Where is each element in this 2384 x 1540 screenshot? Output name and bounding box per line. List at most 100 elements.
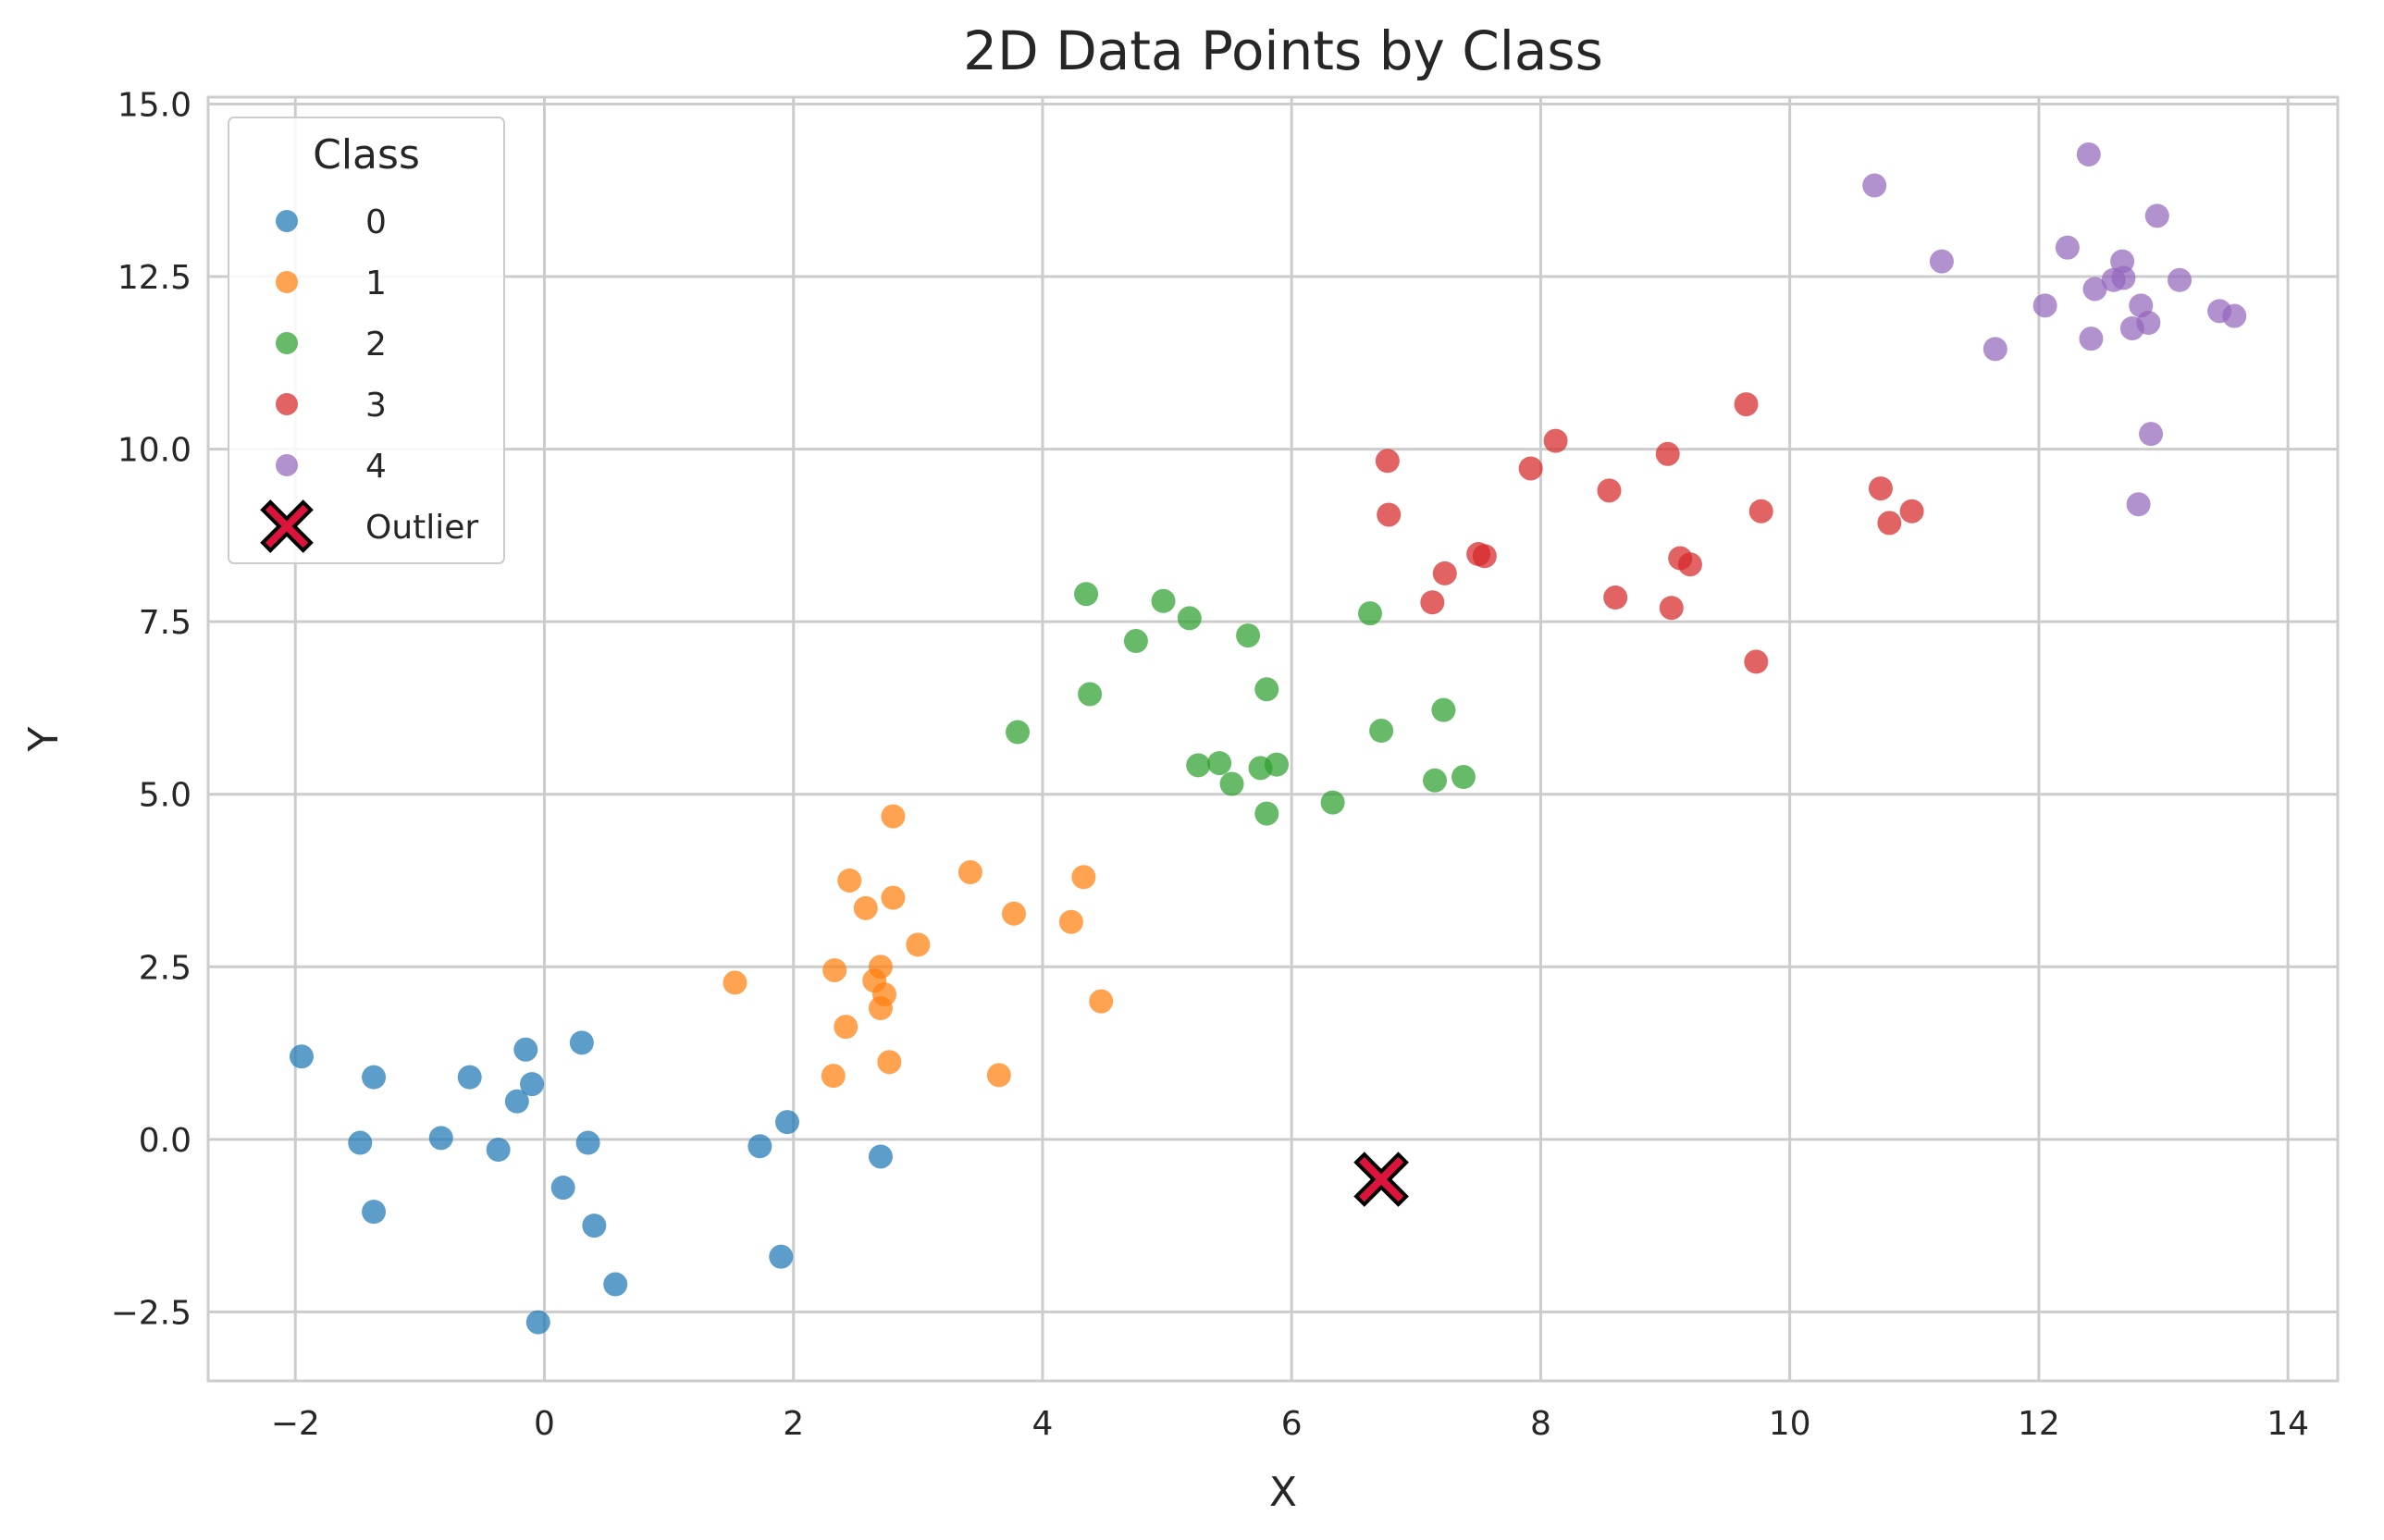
- data-point: [906, 932, 931, 957]
- data-point: [1543, 428, 1568, 453]
- data-point: [457, 1065, 482, 1090]
- legend-item-3: 3: [276, 387, 387, 425]
- data-point: [853, 895, 878, 920]
- y-tick-label: 10.0: [117, 432, 191, 470]
- legend: Class 0 1 2 3 4 Outlier: [228, 117, 505, 564]
- data-point: [747, 1134, 772, 1159]
- data-point: [881, 885, 906, 910]
- legend-item-0: 0: [276, 203, 387, 241]
- legend-title: Class: [313, 131, 420, 179]
- data-point: [822, 957, 847, 982]
- data-point: [2144, 203, 2169, 228]
- data-point: [868, 1144, 893, 1169]
- series-2: [1006, 582, 1476, 826]
- data-point: [868, 955, 893, 979]
- legend-label: 1: [365, 265, 387, 302]
- x-tick-label: −2: [271, 1405, 320, 1443]
- outlier-point: [1353, 1152, 1409, 1207]
- legend-item-1: 1: [276, 265, 387, 302]
- data-point: [1358, 601, 1383, 626]
- data-point: [723, 970, 747, 995]
- data-point: [289, 1044, 314, 1069]
- data-point: [1983, 337, 2007, 362]
- legend-label: 2: [365, 326, 387, 363]
- data-point: [2222, 303, 2247, 328]
- data-point: [1254, 677, 1279, 702]
- series-1: [723, 804, 1114, 1089]
- chart-title: 2D Data Points by Class: [963, 19, 1603, 82]
- legend-marker: [276, 393, 298, 415]
- legend-label: 3: [365, 387, 387, 425]
- data-point: [1432, 561, 1457, 585]
- x-tick-label: 0: [534, 1405, 555, 1443]
- data-point: [2139, 422, 2164, 447]
- data-point: [1451, 765, 1476, 790]
- legend-box: [228, 117, 505, 564]
- data-point: [2079, 326, 2104, 351]
- data-point: [837, 868, 862, 893]
- y-tick-label: −2.5: [111, 1294, 191, 1332]
- data-point: [2082, 277, 2107, 302]
- data-point: [1862, 173, 1887, 198]
- data-point: [774, 1110, 799, 1135]
- data-point: [1001, 901, 1026, 926]
- data-point: [1177, 606, 1202, 631]
- data-point: [769, 1244, 794, 1269]
- data-point: [1074, 582, 1099, 607]
- data-point: [1420, 590, 1445, 615]
- data-point: [1472, 544, 1497, 569]
- data-point: [1655, 441, 1680, 466]
- data-point: [603, 1272, 628, 1297]
- data-point: [881, 804, 906, 829]
- data-point: [1597, 478, 1622, 503]
- data-point: [1236, 623, 1261, 648]
- y-tick-label: 15.0: [117, 86, 191, 124]
- data-point: [1377, 502, 1402, 527]
- legend-item-2: 2: [276, 326, 387, 363]
- legend-label: 4: [365, 448, 387, 486]
- data-point: [348, 1130, 373, 1155]
- outlier-layer: [1353, 1152, 1409, 1207]
- data-point: [362, 1200, 387, 1225]
- data-point: [525, 1310, 550, 1335]
- y-tick-label: 2.5: [139, 949, 191, 987]
- legend-marker: [276, 210, 298, 232]
- data-point: [1431, 697, 1456, 722]
- data-point: [1058, 909, 1083, 934]
- data-point: [1748, 499, 1773, 524]
- x-tick-label: 2: [783, 1405, 804, 1443]
- data-point: [362, 1065, 387, 1090]
- data-point: [1375, 449, 1400, 474]
- data-point: [486, 1138, 511, 1163]
- x-tick-label: 10: [1769, 1405, 1811, 1443]
- data-point: [1868, 476, 1893, 501]
- data-point: [1899, 499, 1924, 524]
- data-point: [1123, 629, 1148, 654]
- legend-item-4: 4: [276, 448, 387, 486]
- data-point: [513, 1037, 538, 1062]
- data-point: [1078, 682, 1103, 707]
- data-point: [575, 1130, 600, 1155]
- data-point: [1006, 720, 1031, 745]
- data-point: [2136, 311, 2161, 336]
- x-axis-ticks: −2 0 2 4 6 8 10 12 14: [271, 1405, 2309, 1443]
- y-tick-label: 0.0: [139, 1122, 191, 1160]
- data-point: [1677, 552, 1702, 577]
- data-point: [1744, 649, 1769, 674]
- x-axis-label: X: [1269, 1469, 1297, 1516]
- data-point: [1369, 719, 1394, 744]
- legend-label: 0: [365, 203, 387, 241]
- x-tick-label: 6: [1281, 1405, 1303, 1443]
- data-point: [1423, 768, 1448, 793]
- data-point: [1659, 596, 1684, 621]
- data-point: [877, 1050, 902, 1075]
- data-point: [957, 860, 982, 885]
- series-0: [289, 1030, 893, 1335]
- data-point: [428, 1126, 453, 1151]
- data-point: [1151, 588, 1176, 613]
- y-axis-ticks: −2.5 0.0 2.5 5.0 7.5 10.0 12.5 15.0: [111, 86, 191, 1332]
- legend-marker: [276, 454, 298, 476]
- x-tick-label: 8: [1530, 1405, 1551, 1443]
- y-tick-label: 5.0: [139, 777, 191, 815]
